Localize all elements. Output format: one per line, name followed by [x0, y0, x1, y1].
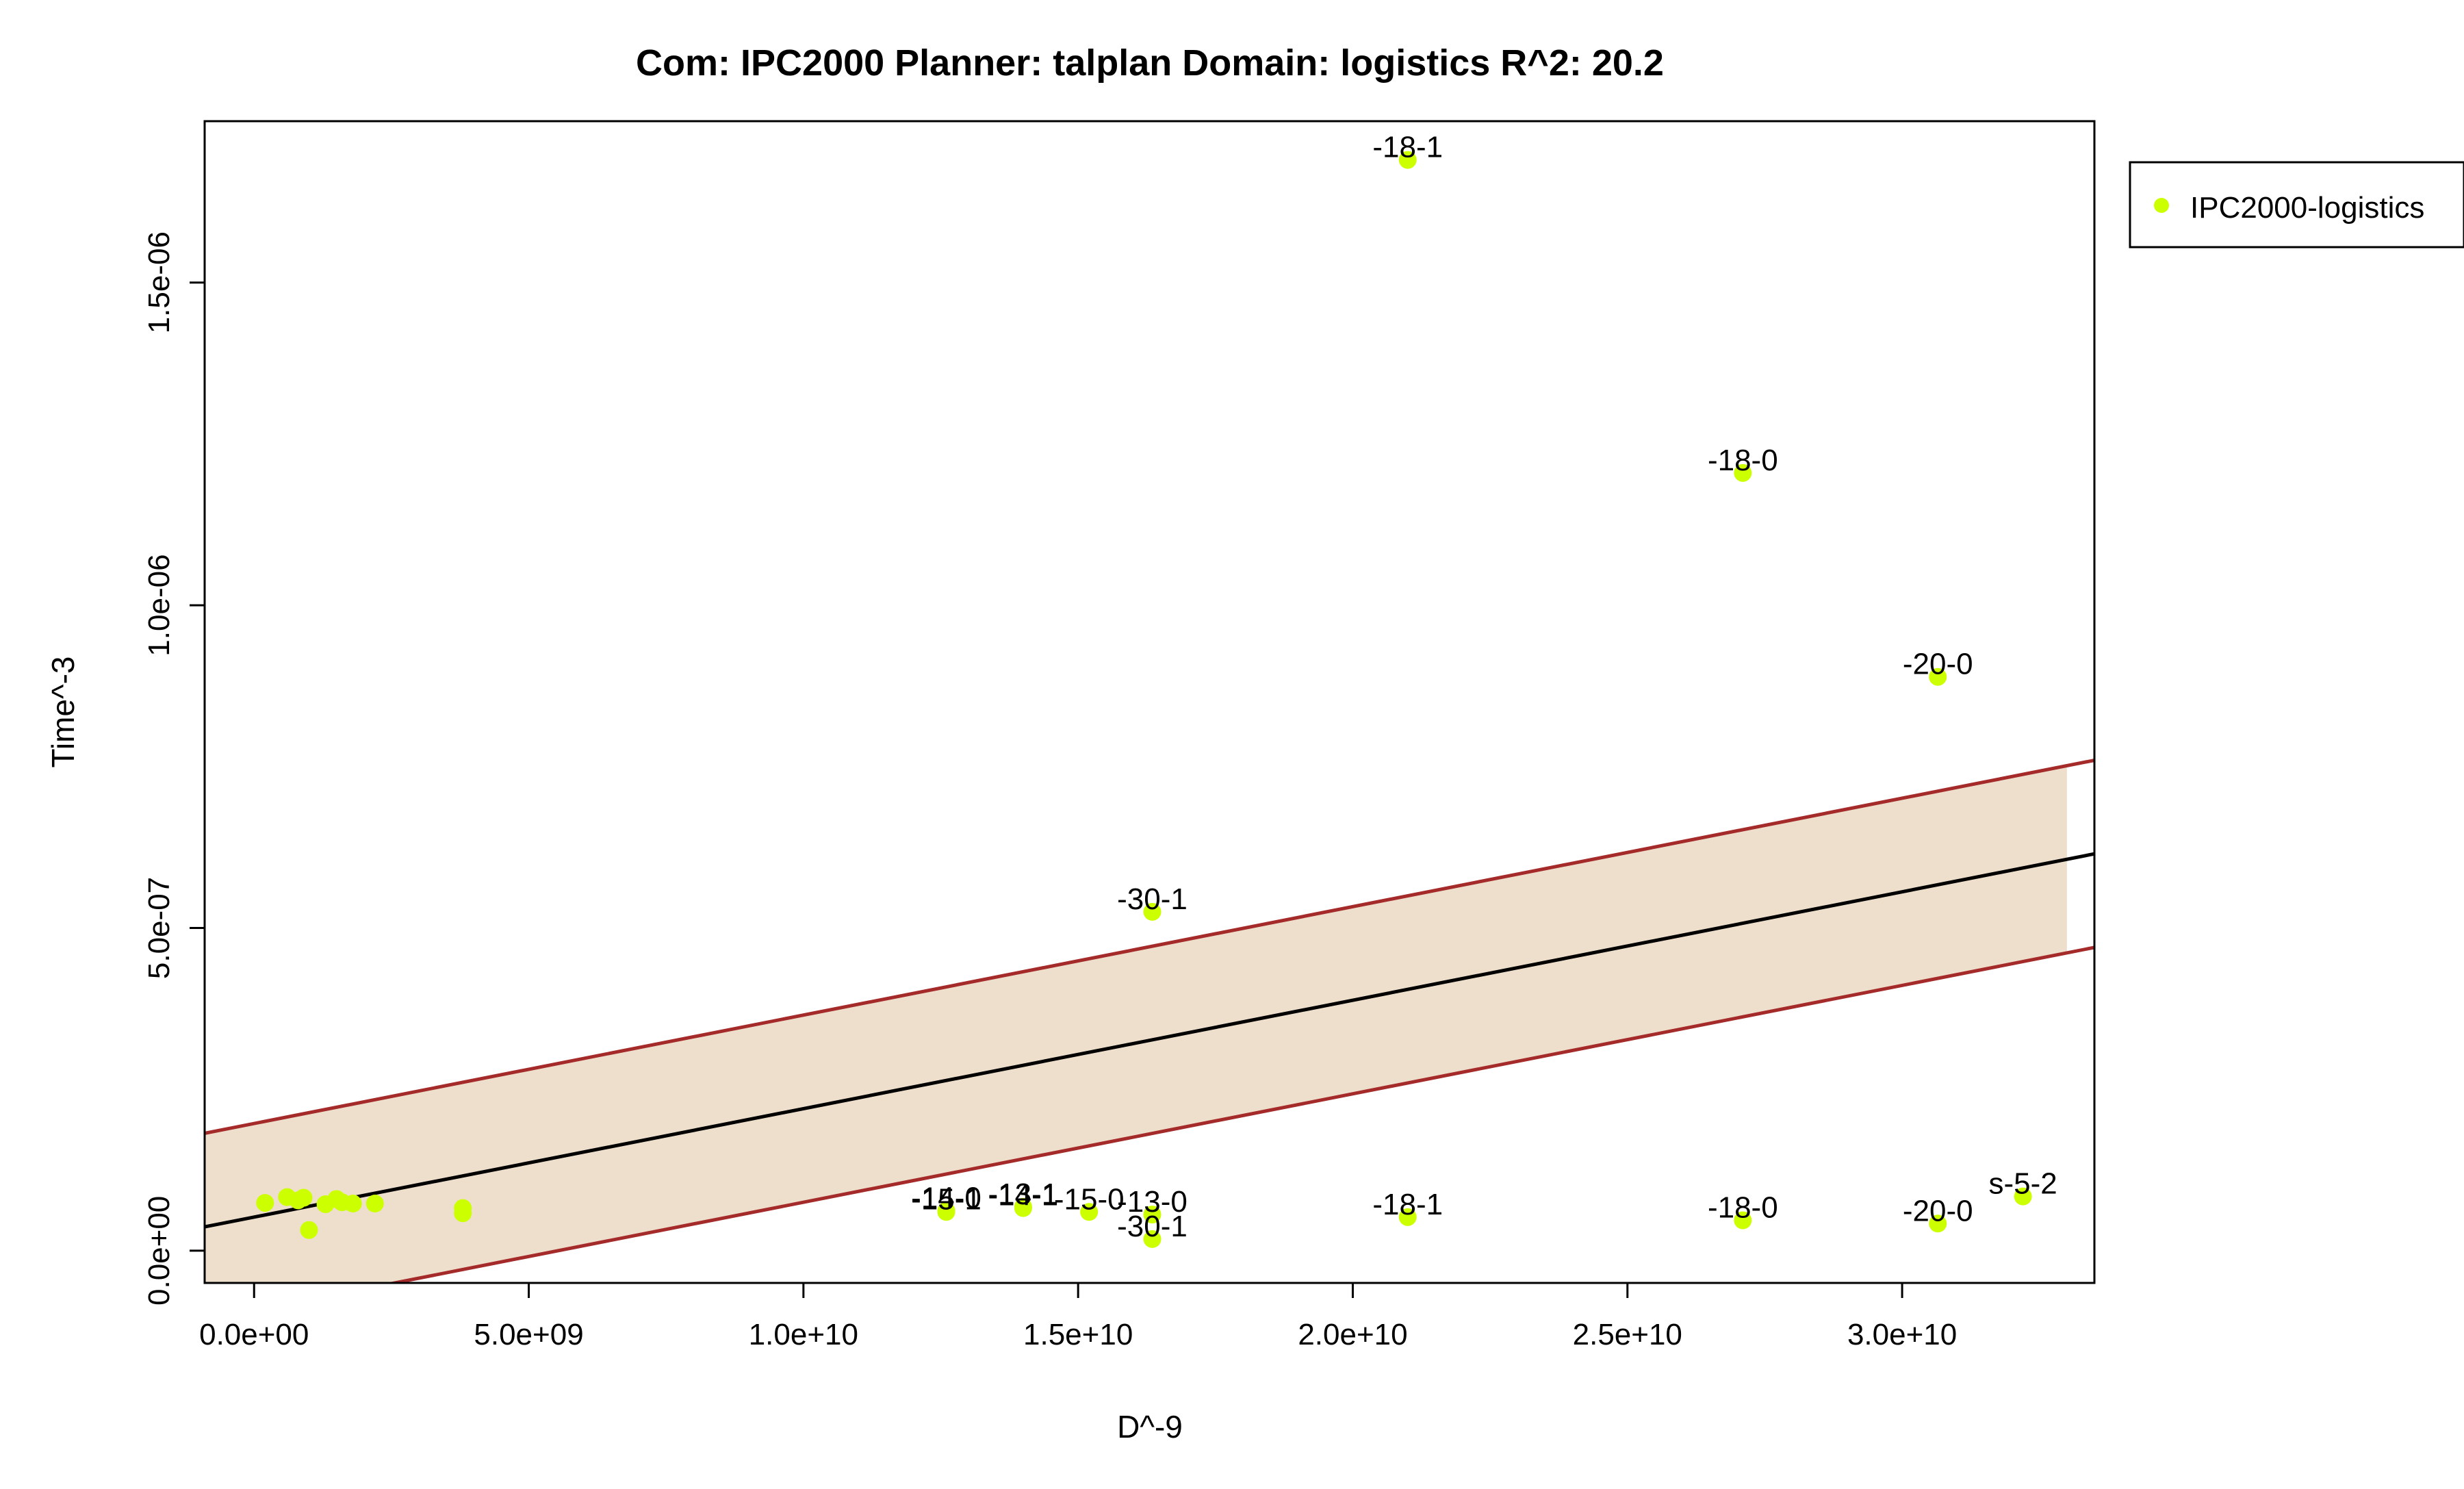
data-point [454, 1204, 472, 1223]
point-label: -20-0 [1903, 648, 1973, 681]
data-point [294, 1188, 313, 1207]
x-tick-label: 2.0e+10 [1298, 1318, 1407, 1351]
data-point [1014, 1197, 1032, 1216]
upper-band-line [205, 759, 2094, 1135]
confidence-band [205, 765, 2067, 1283]
data-point [344, 1195, 362, 1213]
data-points [256, 151, 2032, 1248]
x-tick-label: 1.5e+10 [1023, 1318, 1133, 1351]
point-label: -30-1 [1117, 882, 1188, 916]
point-label: -13-0 [1117, 1185, 1188, 1219]
data-point [365, 1195, 384, 1213]
y-tick-label: 0.0e+00 [142, 1196, 176, 1306]
point-label: s-5-2 [1989, 1167, 2057, 1201]
x-tick-label: 2.5e+10 [1573, 1318, 1682, 1351]
plot-frame [203, 120, 2096, 1284]
data-point [1080, 1203, 1099, 1221]
data-point [1398, 1208, 1417, 1226]
x-tick-label: 3.0e+10 [1847, 1318, 1957, 1351]
point-label: -14-1 [988, 1179, 1059, 1212]
data-point [300, 1221, 318, 1239]
x-axis: 0.0e+00 5.0e+09 1.0e+10 1.5e+10 2.0e+10 2.5e+… [199, 1283, 1957, 1351]
legend: IPC2000-logistics [2129, 161, 2464, 249]
data-point [1734, 1211, 1752, 1230]
chart-title: Com: IPC2000 Planner: talplan Domain: lo… [636, 42, 1664, 84]
data-point [1929, 667, 1947, 686]
y-tick-label: 1.0e-06 [142, 554, 176, 656]
lower-band-line [385, 945, 2094, 1283]
point-label: -15-0 [1054, 1182, 1125, 1216]
band-area [205, 765, 2067, 1283]
legend-marker [2154, 198, 2169, 213]
point-label: -20-0 [1903, 1194, 1973, 1227]
data-point [1143, 902, 1162, 921]
point-label: -15-1 [911, 1182, 981, 1216]
point-label: -18-0 [1708, 1191, 1778, 1225]
data-point [1734, 463, 1752, 482]
x-tick-label: 5.0e+09 [474, 1318, 583, 1351]
y-axis: 0.0e+00 5.0e-07 1.0e-06 1.5e-06 [142, 231, 205, 1306]
x-axis-label: D^-9 [1117, 1409, 1183, 1445]
point-label: -18-0 [1708, 444, 1778, 477]
data-point [1143, 1206, 1162, 1224]
x-tick-label: 1.0e+10 [749, 1318, 858, 1351]
fit-lines [205, 759, 2094, 1283]
x-tick-label: 0.0e+00 [199, 1318, 309, 1351]
point-label: -30-1 [1117, 1210, 1188, 1243]
data-point [1398, 151, 1417, 169]
data-point [1143, 1230, 1162, 1248]
fit-line [205, 852, 2094, 1229]
point-labels: -15-1-14-0 -14-1-13-1-15-0-30-1-13-0-30-1… [911, 131, 2057, 1243]
y-axis-label: Time^-3 [45, 657, 81, 768]
data-point [1929, 1214, 1947, 1233]
point-label: -18-1 [1372, 1188, 1443, 1221]
data-point [937, 1201, 955, 1220]
y-tick-label: 5.0e-07 [142, 877, 176, 979]
point-label: -18-1 [1372, 131, 1443, 164]
legend-box [2129, 161, 2464, 249]
data-point [256, 1194, 274, 1212]
point-label: -14-0 [911, 1181, 981, 1214]
data-point [2014, 1187, 2032, 1206]
y-tick-label: 1.5e-06 [142, 231, 176, 333]
legend-label: IPC2000-logistics [2190, 191, 2424, 225]
point-label: -13-1 [988, 1178, 1059, 1211]
